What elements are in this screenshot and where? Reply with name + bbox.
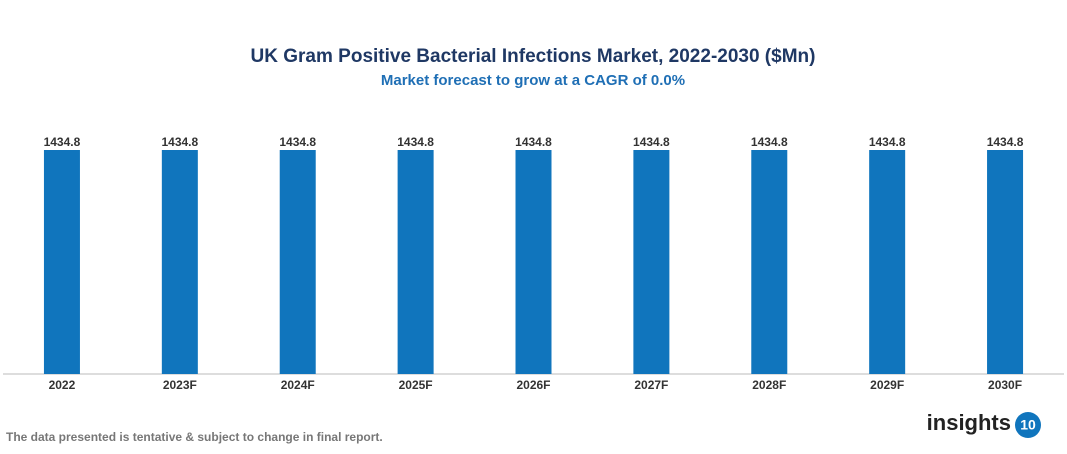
x-tick-label: 2026F — [516, 378, 550, 392]
brand-name: insights — [927, 410, 1011, 435]
brand-number: 10 — [1020, 417, 1036, 433]
bar — [397, 150, 434, 374]
bar — [633, 150, 670, 374]
bar — [161, 150, 198, 374]
bar — [751, 150, 788, 374]
x-tick-label: 2029F — [870, 378, 904, 392]
value-label: 1434.8 — [987, 135, 1024, 149]
bar — [869, 150, 906, 374]
value-label: 1434.8 — [44, 135, 81, 149]
footer-note: The data presented is tentative & subjec… — [6, 430, 383, 444]
bar — [515, 150, 552, 374]
x-tick-label: 2030F — [988, 378, 1022, 392]
x-tick-label: 2022 — [49, 378, 76, 392]
bar — [279, 150, 316, 374]
value-label: 1434.8 — [161, 135, 198, 149]
x-tick-label: 2024F — [281, 378, 315, 392]
value-label: 1434.8 — [515, 135, 552, 149]
x-tick-label: 2023F — [163, 378, 197, 392]
value-label: 1434.8 — [633, 135, 670, 149]
brand-badge — [1015, 412, 1041, 438]
chart-subtitle: Market forecast to grow at a CAGR of 0.0… — [381, 72, 685, 89]
bar — [987, 150, 1024, 374]
value-label: 1434.8 — [869, 135, 906, 149]
x-tick-label: 2028F — [752, 378, 786, 392]
value-label: 1434.8 — [279, 135, 316, 149]
value-label: 1434.8 — [397, 135, 434, 149]
chart-title: UK Gram Positive Bacterial Infections Ma… — [251, 46, 816, 67]
x-tick-label: 2025F — [399, 378, 433, 392]
value-label: 1434.8 — [751, 135, 788, 149]
x-tick-label: 2027F — [634, 378, 668, 392]
bar — [43, 150, 80, 374]
